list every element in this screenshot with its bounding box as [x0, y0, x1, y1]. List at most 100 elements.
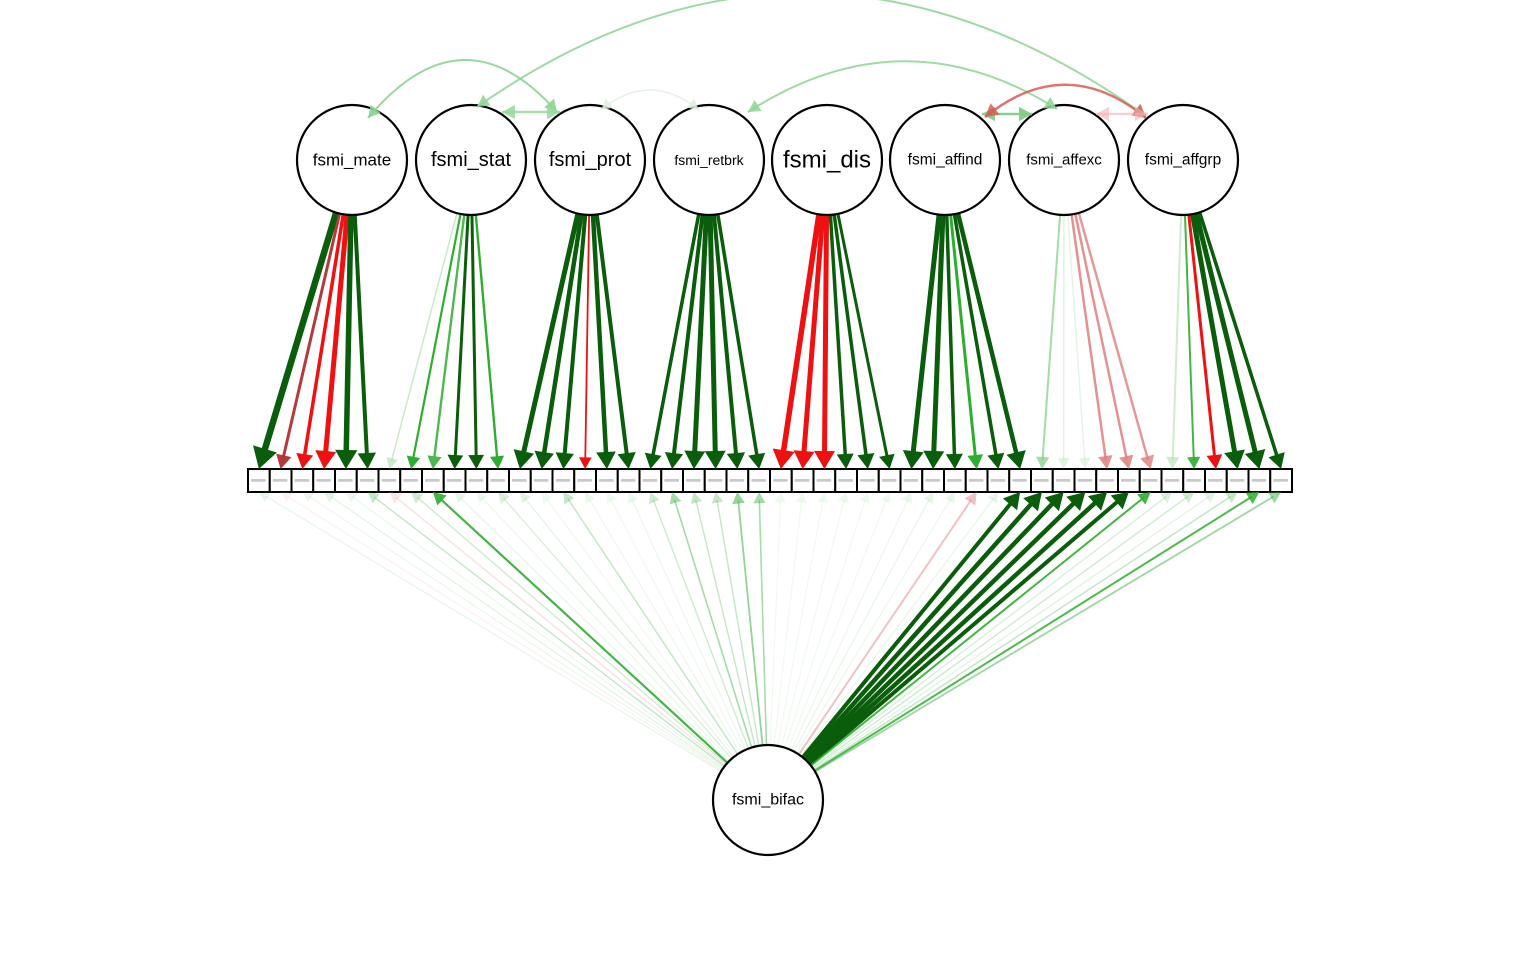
covariance-fsmi_mate~~fsmi_prot	[367, 59, 558, 119]
bifac-loading-41	[810, 496, 1145, 767]
bifac-loading-17	[631, 498, 746, 751]
loading-fsmi_prot-3	[584, 214, 591, 461]
latent-label-fsmi_affgrp: fsmi_affgrp	[1145, 152, 1221, 169]
loading-fsmi_stat-4-head	[468, 454, 485, 469]
manifest-label-smudge	[533, 479, 549, 482]
covariance-fsmi_prot~~fsmi_retbrk-head	[601, 98, 614, 110]
loading-fsmi_affgrp-2	[1187, 214, 1217, 459]
latent-nodes: fsmi_mate fsmi_stat fsmi_prot fsmi_retbrk fs…	[295, 103, 1240, 857]
bifac-loading-15	[588, 498, 741, 754]
loading-fsmi_stat-2-head	[427, 455, 442, 469]
manifest-label-smudge	[881, 479, 897, 482]
covariance-fsmi_retbrk~~fsmi_affexc-head	[1043, 97, 1057, 109]
bifac-loading-31	[793, 498, 930, 752]
bifac-loading-37	[804, 499, 1057, 762]
loading-fsmi_dis-1	[801, 214, 826, 456]
loading-fsmi_dis-0	[780, 213, 822, 456]
covariance-fsmi_affind~~fsmi_affgrp	[984, 83, 1147, 119]
loading-fsmi_dis-3	[828, 214, 848, 458]
bifac-loading-46-head	[1245, 492, 1260, 504]
covariance-fsmi_mate~~fsmi_prot-head	[368, 104, 381, 118]
loading-fsmi_affind-2	[945, 214, 957, 458]
manifest-label-smudge	[512, 479, 527, 482]
manifest-label-smudge	[968, 479, 984, 482]
manifest-label-smudge	[729, 479, 745, 482]
bifac-loading-15-head	[585, 492, 596, 504]
bifac-loading-39-head	[1087, 492, 1108, 511]
bifac-loading-9-head	[454, 492, 466, 504]
loading-fsmi_retbrk-2	[692, 214, 709, 456]
manifest-label-smudge	[425, 479, 440, 482]
bifac-loading-5	[373, 496, 725, 768]
latent-node-fsmi_stat	[414, 103, 528, 217]
bifac-loading-32	[796, 498, 952, 754]
loading-fsmi_dis-4	[832, 214, 869, 459]
manifest-label-smudge	[1208, 479, 1223, 482]
manifest-label-smudge	[686, 479, 701, 482]
loading-fsmi_affind-1	[931, 214, 946, 456]
loading-fsmi_stat-1	[411, 213, 462, 461]
bifac-loading-10	[481, 497, 731, 761]
bifac-loading-45	[813, 495, 1232, 771]
bifac-loading-33	[798, 498, 973, 756]
loading-fsmi_retbrk-4-head	[726, 452, 746, 469]
loading-fsmi_retbrk-5-head	[748, 452, 766, 469]
bifac-loading-1-head	[280, 492, 293, 503]
bifac-loading-19	[673, 499, 753, 748]
loading-fsmi_affexc-1-head	[1057, 457, 1070, 469]
latent-label-fsmi_mate: fsmi_mate	[313, 151, 391, 170]
loading-fsmi_affind-5-head	[1006, 450, 1026, 469]
manifest-label-smudge	[1034, 479, 1049, 482]
loading-fsmi_dis-5	[836, 213, 890, 460]
loading-fsmi_affgrp-5-head	[1268, 452, 1285, 469]
bifac-loading-1	[286, 495, 722, 772]
manifest-label-smudge	[751, 479, 766, 482]
loading-fsmi_affgrp-4	[1193, 212, 1259, 457]
loading-fsmi_dis-2-head	[814, 450, 836, 469]
loading-fsmi_affexc-3-head	[1098, 455, 1113, 469]
covariance-fsmi_stat~~fsmi_prot-head	[547, 104, 560, 120]
bifac-loading-7-head	[411, 492, 424, 504]
bifac-loading-32-head	[944, 492, 955, 504]
bifac-loading-19-head	[669, 492, 682, 505]
bifac-loading-28-head	[859, 492, 870, 504]
bifac-loading-11-head	[498, 492, 510, 504]
covariance-fsmi_affexc~~fsmi_affgrp-head	[1096, 106, 1109, 122]
covariance-fsmi_prot~~fsmi_retbrk	[600, 89, 700, 111]
loading-fsmi_retbrk-3	[707, 214, 718, 456]
bifac-loading-3	[330, 495, 724, 770]
bifac-loading-4-head	[345, 492, 358, 503]
covariance-fsmi_affind~~fsmi_affgrp-head	[985, 103, 1000, 117]
bifac-loading-30	[790, 498, 909, 751]
loading-fsmi_prot-4-head	[596, 451, 616, 469]
loading-fsmi_stat-5-head	[489, 455, 505, 469]
bifac-loading-44	[812, 495, 1210, 770]
latent-node-fsmi_affind	[888, 103, 1002, 217]
bifac-loading-29	[787, 499, 888, 750]
bifac-loading-8	[438, 497, 729, 764]
latent-label-fsmi_prot: fsmi_prot	[549, 149, 632, 171]
manifest-label-smudge	[294, 479, 310, 482]
loading-fsmi_affind-5	[955, 212, 1020, 458]
loading-fsmi_stat-3	[453, 214, 470, 459]
bifac-loading-7	[416, 496, 727, 765]
bifac-loading-14	[567, 498, 739, 755]
loading-fsmi_stat-0-head	[386, 456, 398, 469]
manifest-label-smudge	[1273, 479, 1288, 482]
covariance-fsmi_retbrk~~fsmi_affexc	[747, 60, 1058, 113]
bifac-loading-37-head	[1044, 492, 1064, 512]
loading-fsmi_affgrp-3-head	[1224, 449, 1245, 469]
manifest-label-smudge	[1099, 479, 1114, 482]
manifest-label-smudge	[359, 479, 375, 482]
covariance-fsmi_stat~~fsmi_affgrp-head	[477, 94, 491, 107]
manifest-label-smudge	[403, 479, 418, 482]
bifac-loading-25	[773, 499, 803, 746]
loading-fsmi_retbrk-1-head	[664, 452, 684, 469]
manifest-label-smudge	[381, 479, 397, 482]
bifac-loading-10-head	[476, 492, 488, 504]
latent-label-fsmi_affind: fsmi_affind	[908, 152, 983, 169]
loading-fsmi_affind-1-head	[923, 450, 945, 469]
bifac-loading-35-head	[1002, 492, 1021, 511]
manifest-label-smudge	[251, 479, 266, 482]
